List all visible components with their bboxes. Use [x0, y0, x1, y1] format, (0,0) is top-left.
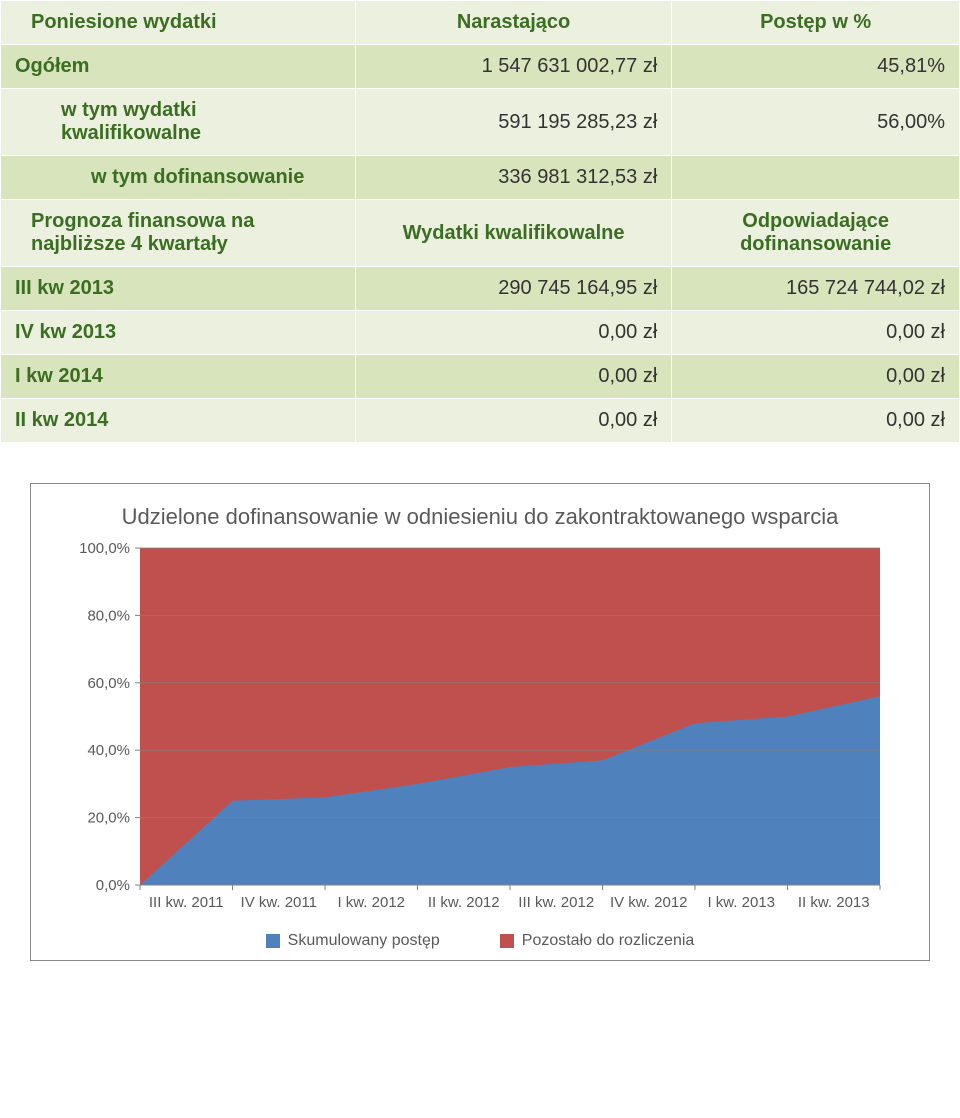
row-label: I kw 2014 [1, 355, 356, 399]
chart-title: Udzielone dofinansowanie w odniesieniu d… [51, 504, 909, 530]
chart-container: Udzielone dofinansowanie w odniesieniu d… [30, 483, 930, 961]
row-label: w tym dofinansowanie [1, 156, 356, 200]
legend-swatch-remaining [500, 934, 514, 948]
row-pct: 45,81% [672, 45, 960, 89]
row-value: 0,00 zł [355, 355, 671, 399]
svg-text:0,0%: 0,0% [96, 877, 130, 894]
header-corresponding-funding: Odpowiadające dofinansowanie [672, 200, 960, 267]
header-forecast: Prognoza finansowa na najbliższe 4 kwart… [1, 200, 356, 267]
svg-text:IV kw. 2011: IV kw. 2011 [241, 894, 317, 911]
row-value2: 0,00 zł [672, 355, 960, 399]
row-value: 1 547 631 002,77 zł [355, 45, 671, 89]
financial-table: Poniesione wydatkiNarastającoPostęp w % O… [0, 0, 960, 443]
row-label: w tym wydatki kwalifikowalne [1, 89, 356, 156]
svg-text:II kw. 2012: II kw. 2012 [428, 894, 500, 911]
header-expenses: Poniesione wydatki [1, 1, 356, 45]
row-value: 0,00 zł [355, 311, 671, 355]
row-value: 290 745 164,95 zł [355, 267, 671, 311]
row-label: IV kw 2013 [1, 311, 356, 355]
legend-label-progress: Skumulowany postęp [288, 932, 440, 950]
header-cumulative: Narastająco [355, 1, 671, 45]
svg-text:80,0%: 80,0% [87, 607, 130, 624]
svg-text:III kw. 2011: III kw. 2011 [149, 894, 224, 911]
svg-text:II kw. 2013: II kw. 2013 [798, 894, 870, 911]
svg-text:I kw. 2012: I kw. 2012 [337, 894, 405, 911]
legend-swatch-progress [266, 934, 280, 948]
row-value: 591 195 285,23 zł [355, 89, 671, 156]
chart-legend: Skumulowany postęp Pozostało do rozlicze… [51, 932, 909, 950]
header-eligible-exp: Wydatki kwalifikowalne [355, 200, 671, 267]
svg-text:40,0%: 40,0% [87, 742, 130, 759]
row-pct: 56,00% [672, 89, 960, 156]
row-value2: 0,00 zł [672, 311, 960, 355]
svg-text:III kw. 2012: III kw. 2012 [518, 894, 594, 911]
row-pct [672, 156, 960, 200]
row-label: II kw 2014 [1, 399, 356, 443]
row-label: Ogółem [1, 45, 356, 89]
svg-text:100,0%: 100,0% [79, 540, 130, 557]
legend-item-remaining: Pozostało do rozliczenia [500, 932, 695, 950]
header-progress-pct: Postęp w % [672, 1, 960, 45]
svg-text:IV kw. 2012: IV kw. 2012 [610, 894, 688, 911]
svg-text:I kw. 2013: I kw. 2013 [707, 894, 775, 911]
row-label: III kw 2013 [1, 267, 356, 311]
row-value: 336 981 312,53 zł [355, 156, 671, 200]
legend-label-remaining: Pozostało do rozliczenia [522, 932, 695, 950]
row-value2: 165 724 744,02 zł [672, 267, 960, 311]
area-chart: 0,0% 20,0% 40,0% 60,0% 80,0% 100,0% III kw. 20… [70, 540, 890, 920]
row-value2: 0,00 zł [672, 399, 960, 443]
legend-item-progress: Skumulowany postęp [266, 932, 440, 950]
svg-text:20,0%: 20,0% [87, 810, 130, 827]
svg-text:60,0%: 60,0% [87, 675, 130, 692]
row-value: 0,00 zł [355, 399, 671, 443]
